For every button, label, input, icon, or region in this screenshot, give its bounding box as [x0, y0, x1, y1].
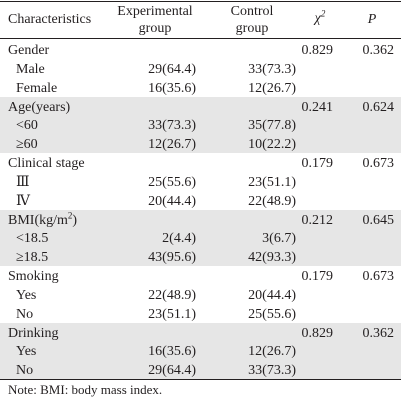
control-value: 35(77.8) [248, 118, 296, 134]
section-label: Age(years) [8, 99, 71, 115]
table-row: Ⅲ 25(55.6) 23(51.1) [0, 172, 401, 193]
experimental-value: 33(73.3) [148, 118, 196, 134]
experimental-value: 23(51.1) [148, 306, 196, 322]
experimental-value: 25(55.6) [148, 174, 196, 190]
row-label: Ⅳ [16, 193, 30, 209]
row-label: Female [16, 80, 58, 96]
chi2-value: 0.179 [301, 269, 334, 284]
section-label-tail: ) [72, 212, 78, 228]
control-value: 12(26.7) [248, 344, 296, 360]
section-label: Clinical stage [8, 156, 85, 171]
p-value: 0.645 [362, 212, 395, 228]
section-label: Smoking [8, 269, 59, 284]
row-label: No [16, 306, 34, 322]
section-header-row: Age(years) 0.241 0.624 [0, 97, 401, 118]
chi2-value: 0.241 [301, 99, 334, 115]
p-value: 0.362 [362, 43, 395, 58]
header-experimental-group: Experimental group [100, 3, 210, 37]
bottom-rule [0, 379, 401, 380]
section-label: Drinking [8, 325, 59, 341]
experimental-value: 16(35.6) [148, 344, 196, 360]
control-value: 25(55.6) [248, 306, 296, 322]
header-control-group: Control group [210, 3, 294, 37]
section-label: Gender [8, 43, 50, 58]
table-note: Note: BMI: body mass index. [8, 382, 163, 397]
control-value: 12(26.7) [248, 80, 296, 96]
header-chi-symbol: χ [314, 11, 321, 26]
row-label: Yes [16, 344, 37, 360]
header-rule [0, 38, 401, 39]
control-value: 10(22.2) [248, 137, 296, 153]
section-shade [0, 322, 401, 379]
control-value: 33(73.3) [248, 363, 296, 379]
table-row: Yes 16(35.6) 12(26.7) [0, 341, 401, 362]
table-row: Ⅳ 20(44.4) 22(48.9) [0, 191, 401, 212]
table-row: <60 33(73.3) 35(77.8) [0, 115, 401, 136]
table-row: <18.5 2(4.4) 3(6.7) [0, 228, 401, 249]
header-control-line2: group [235, 21, 269, 36]
experimental-value: 43(95.6) [148, 250, 196, 266]
experimental-value: 29(64.4) [148, 363, 196, 379]
chi2-value: 0.829 [301, 325, 334, 341]
experimental-value: 20(44.4) [148, 193, 196, 209]
table-row: ≥60 12(26.7) 10(22.2) [0, 134, 401, 155]
control-value: 22(48.9) [248, 193, 296, 209]
row-label: Yes [16, 287, 37, 303]
header-p: P [367, 12, 377, 27]
experimental-value: 29(64.4) [148, 61, 196, 77]
section-header-row: Smoking 0.179 0.673 [0, 266, 401, 287]
chi2-value: 0.212 [301, 212, 334, 228]
experimental-value: 22(48.9) [148, 287, 196, 303]
control-value: 20(44.4) [248, 287, 296, 303]
control-value: 3(6.7) [262, 231, 296, 247]
experimental-value: 16(35.6) [148, 80, 196, 96]
section-header-row: BMI(kg/m2) 0.212 0.645 [0, 210, 401, 231]
row-label: Ⅲ [16, 174, 30, 190]
section-header-row: Drinking 0.829 0.362 [0, 323, 401, 344]
experimental-value: 12(26.7) [148, 137, 196, 153]
table-row: Female 16(35.6) 12(26.7) [0, 78, 401, 99]
control-value: 23(51.1) [248, 174, 296, 190]
section-label: BMI(kg/m2) [8, 210, 77, 231]
section-label-text: BMI(kg/m [8, 212, 68, 228]
section-header-row: Gender 0.829 0.362 [0, 40, 401, 61]
experimental-value: 2(4.4) [162, 231, 196, 247]
row-label: ≥18.5 [16, 250, 49, 266]
header-chi-sup: 2 [320, 8, 326, 19]
control-value: 33(73.3) [248, 61, 296, 77]
p-value: 0.624 [362, 99, 395, 115]
chi2-value: 0.829 [301, 43, 334, 58]
section-shade [0, 96, 401, 153]
control-value: 42(93.3) [248, 250, 296, 266]
section-label-sup: 2 [67, 209, 73, 220]
header-control-line1: Control [230, 4, 274, 19]
table-row: Male 29(64.4) 33(73.3) [0, 59, 401, 80]
section-shade [0, 209, 401, 266]
p-value: 0.673 [362, 269, 395, 284]
header-experimental-line2: group [138, 21, 172, 36]
header-experimental-line1: Experimental [117, 4, 193, 19]
row-label: <18.5 [16, 231, 49, 247]
p-value: 0.362 [362, 325, 395, 341]
chi2-value: 0.179 [301, 156, 334, 171]
table-row: ≥18.5 43(95.6) 42(93.3) [0, 247, 401, 268]
p-value: 0.673 [362, 156, 395, 171]
row-label: No [16, 363, 34, 379]
section-header-row: Clinical stage 0.179 0.673 [0, 153, 401, 174]
row-label: Male [16, 61, 45, 77]
header-characteristics: Characteristics [8, 12, 92, 27]
row-label: <60 [16, 118, 38, 134]
top-rule [0, 1, 401, 2]
table-row: Yes 22(48.9) 20(44.4) [0, 285, 401, 306]
header-chi-square: χ2 [300, 8, 340, 27]
table-row: No 29(64.4) 33(73.3) [0, 360, 401, 381]
table-row: No 23(51.1) 25(55.6) [0, 304, 401, 325]
row-label: ≥60 [16, 137, 38, 153]
